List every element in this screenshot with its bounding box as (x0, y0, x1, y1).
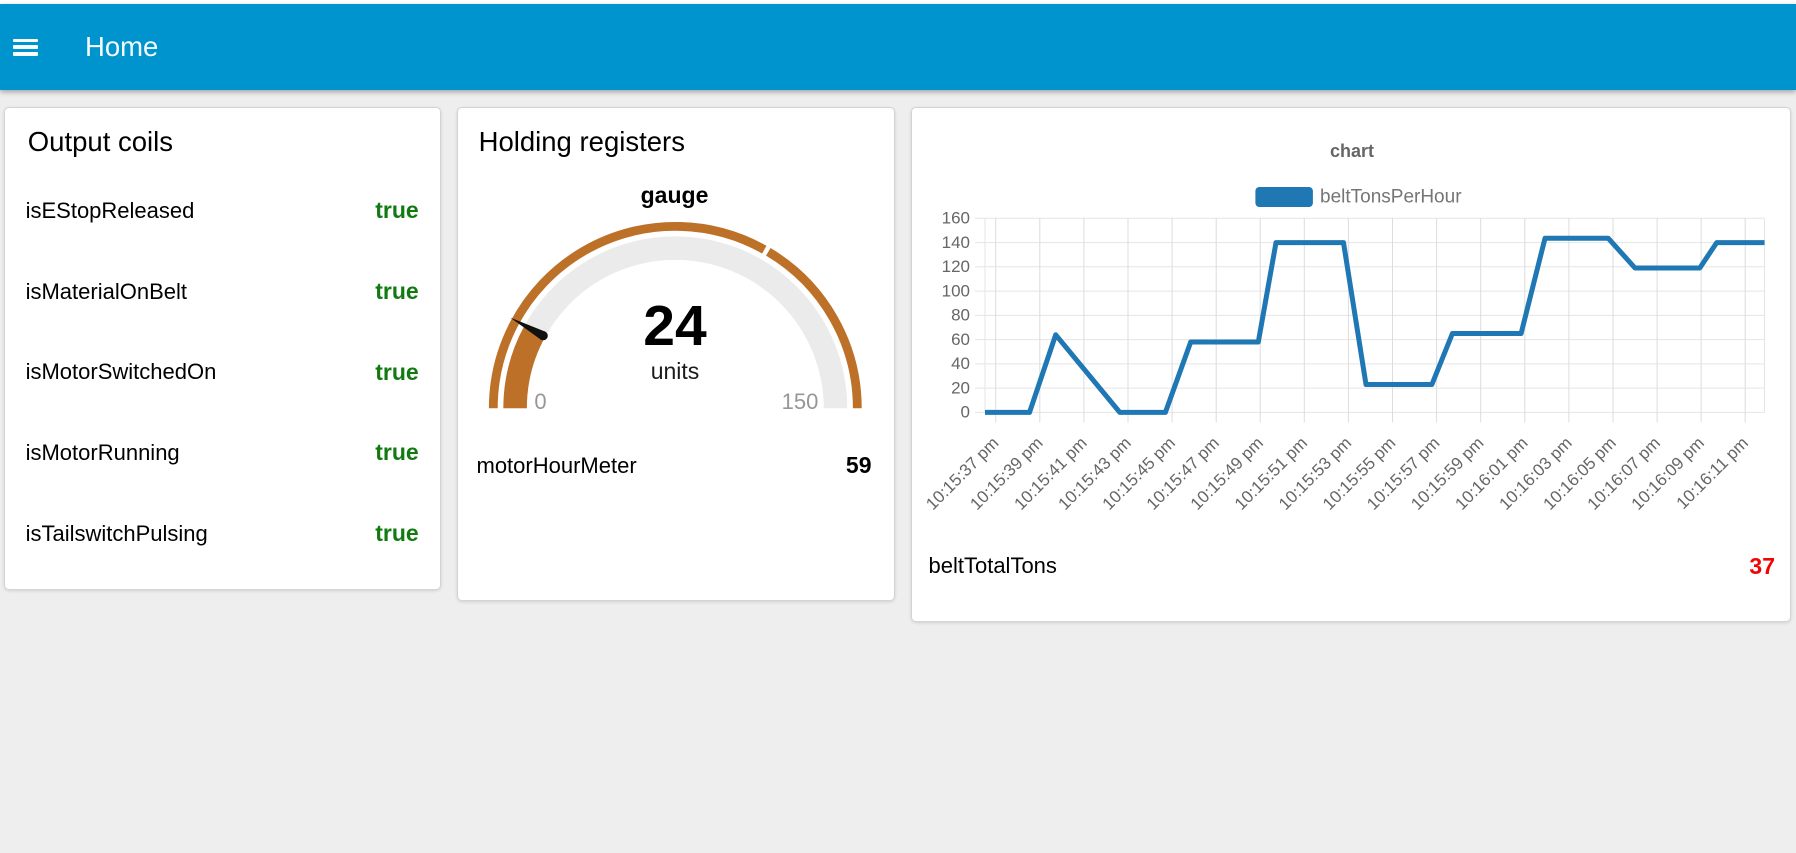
svg-text:60: 60 (951, 330, 970, 349)
svg-text:140: 140 (942, 233, 970, 252)
svg-text:20: 20 (951, 378, 970, 397)
svg-text:100: 100 (942, 281, 970, 300)
svg-text:0: 0 (961, 403, 970, 422)
svg-text:80: 80 (951, 306, 970, 325)
svg-text:120: 120 (942, 257, 970, 276)
svg-text:160: 160 (942, 209, 970, 228)
svg-text:beltTonsPerHour: beltTonsPerHour (1320, 186, 1462, 207)
svg-text:40: 40 (951, 354, 970, 373)
svg-text:chart: chart (1330, 141, 1374, 161)
